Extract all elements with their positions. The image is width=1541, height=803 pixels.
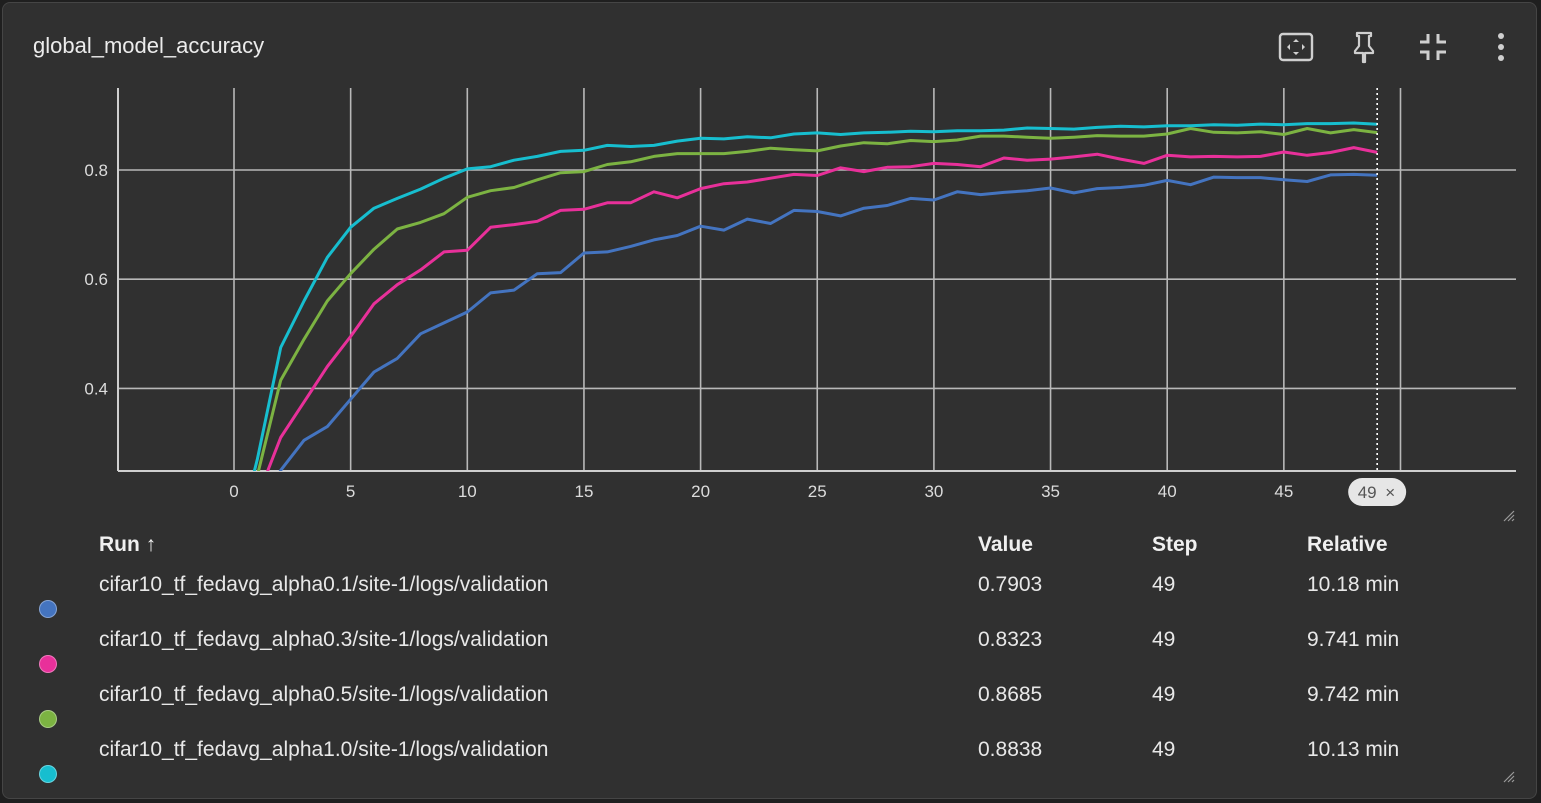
run-name: cifar10_tf_fedavg_alpha0.3/site-1/logs/v… <box>99 628 549 651</box>
fit-to-data-icon[interactable] <box>1278 29 1314 65</box>
run-step: 49 <box>1152 683 1176 706</box>
x-tick-label: 20 <box>691 482 710 501</box>
run-relative: 10.13 min <box>1307 738 1400 761</box>
y-tick-label: 0.4 <box>84 379 108 398</box>
x-tick-label: 30 <box>924 482 943 501</box>
x-tick-label: 40 <box>1158 482 1177 501</box>
col-header-run-label: Run <box>99 533 140 556</box>
cursor-close-icon: × <box>1385 483 1395 502</box>
sort-ascending-icon: ↑ <box>145 533 157 556</box>
run-relative: 9.742 min <box>1307 683 1400 706</box>
col-header-step[interactable]: Step <box>1152 533 1198 556</box>
card-title: global_model_accuracy <box>33 33 265 58</box>
col-header-run[interactable]: Run ↑ <box>99 533 156 557</box>
series-line-1 <box>278 172 1378 471</box>
series-line-2 <box>266 146 1378 471</box>
run-value: 0.8838 <box>978 738 1043 761</box>
y-tick-label: 0.6 <box>84 270 108 289</box>
y-tick-label: 0.8 <box>84 161 108 180</box>
x-tick-label: 10 <box>458 482 477 501</box>
cursor-step-label: 49 <box>1358 483 1377 502</box>
line-chart[interactable]: 0.4 0.6 0.8 0 5 10 15 20 25 30 35 40 45 49 × <box>3 3 1538 523</box>
run-value: 0.8323 <box>978 628 1043 651</box>
run-color-swatch[interactable] <box>39 600 57 618</box>
run-step: 49 <box>1152 738 1176 761</box>
x-tick-label: 45 <box>1274 482 1293 501</box>
pin-icon[interactable] <box>1346 29 1382 65</box>
more-vert-icon[interactable] <box>1483 29 1519 65</box>
series-line-4 <box>252 121 1378 471</box>
collapse-icon[interactable] <box>1415 29 1451 65</box>
x-tick-label: 35 <box>1041 482 1060 501</box>
run-color-swatch[interactable] <box>39 655 57 673</box>
run-name: cifar10_tf_fedavg_alpha1.0/site-1/logs/v… <box>99 738 549 761</box>
cursor-step-badge <box>1348 478 1407 506</box>
table-row: cifar10_tf_fedavg_alpha0.5/site-1/logs/v… <box>3 678 1538 733</box>
x-tick-label: 15 <box>574 482 593 501</box>
run-relative: 10.18 min <box>1307 573 1400 596</box>
chart-resize-handle-icon[interactable] <box>1503 510 1515 522</box>
run-step: 49 <box>1152 573 1176 596</box>
col-header-relative[interactable]: Relative <box>1307 533 1388 556</box>
run-step: 49 <box>1152 628 1176 651</box>
table-resize-handle-icon[interactable] <box>1503 771 1515 783</box>
table-row: cifar10_tf_fedavg_alpha1.0/site-1/logs/v… <box>3 733 1538 788</box>
x-tick-label: 0 <box>229 482 238 501</box>
col-header-value[interactable]: Value <box>978 533 1033 556</box>
table-row: cifar10_tf_fedavg_alpha0.1/site-1/logs/v… <box>3 568 1538 623</box>
run-value: 0.7903 <box>978 573 1043 596</box>
x-tick-label: 5 <box>346 482 355 501</box>
series-line-3 <box>256 127 1378 471</box>
run-color-swatch[interactable] <box>39 765 57 783</box>
x-tick-label: 25 <box>808 482 827 501</box>
run-name: cifar10_tf_fedavg_alpha0.1/site-1/logs/v… <box>99 573 549 596</box>
table-row: cifar10_tf_fedavg_alpha0.3/site-1/logs/v… <box>3 623 1538 678</box>
run-value: 0.8685 <box>978 683 1043 706</box>
run-name: cifar10_tf_fedavg_alpha0.5/site-1/logs/v… <box>99 683 549 706</box>
run-relative: 9.741 min <box>1307 628 1400 651</box>
run-color-swatch[interactable] <box>39 710 57 728</box>
